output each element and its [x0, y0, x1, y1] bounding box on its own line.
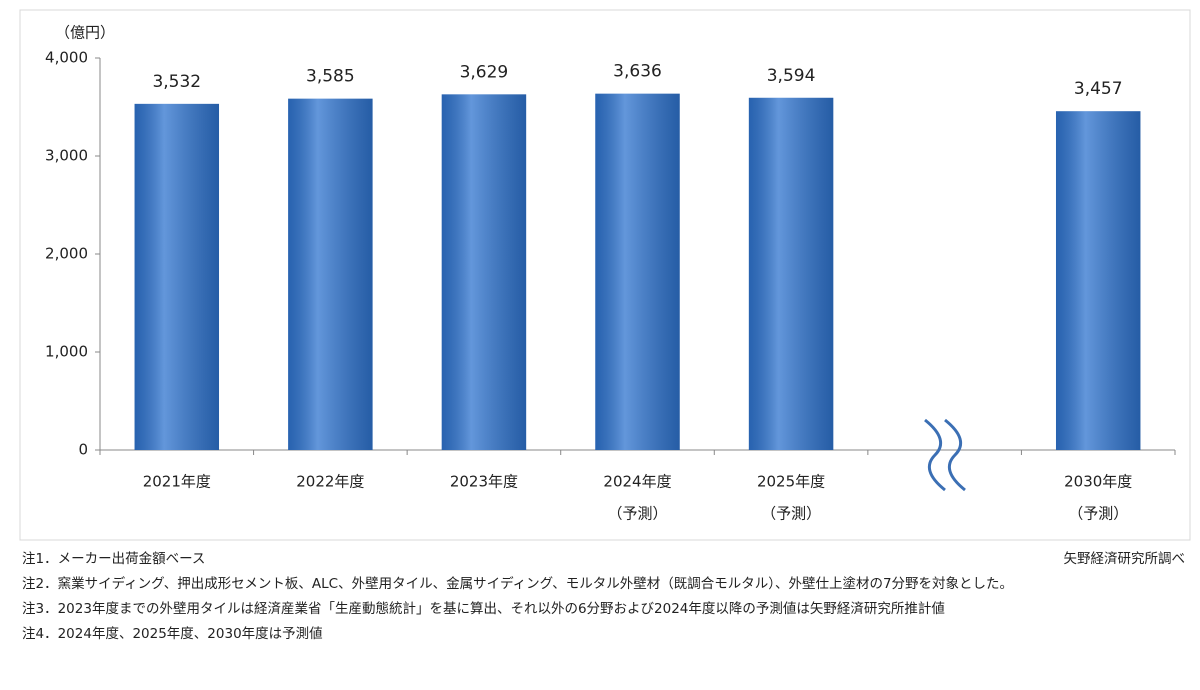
bar-shine [595, 93, 680, 450]
footnote: 注1．メーカー出荷金額ベース [22, 551, 205, 567]
y-axis-label: （億円） [55, 24, 115, 42]
value-label: 3,629 [460, 62, 509, 82]
footnote: 注3．2023年度までの外壁用タイルは経済産業省「生産動態統計」を基に算出、それ… [22, 600, 945, 617]
source: 矢野経済研究所調べ [1064, 551, 1186, 567]
value-label: 3,532 [152, 72, 201, 92]
value-label: 3,636 [613, 62, 662, 82]
value-label: 3,585 [306, 67, 355, 87]
y-tick-label: 2,000 [45, 245, 88, 263]
y-tick-label: 3,000 [45, 147, 88, 165]
x-tick-label: 2030年度 [1064, 473, 1132, 491]
y-tick-label: 4,000 [45, 49, 88, 67]
x-tick-note: （予測） [607, 505, 667, 523]
x-tick-label: 2023年度 [450, 473, 518, 491]
footnote: 注4．2024年度、2025年度、2030年度は予測値 [22, 626, 323, 642]
bar-shine [1055, 111, 1141, 451]
x-tick-note: （予測） [1068, 505, 1128, 523]
value-label: 3,594 [767, 66, 816, 86]
bar-shine [748, 97, 834, 451]
axis-break [924, 418, 966, 492]
bar-shine [288, 98, 373, 451]
chart-frame [19, 9, 1191, 541]
bar-shine [134, 103, 220, 450]
value-label: 3,457 [1074, 79, 1123, 99]
x-tick-note: （予測） [761, 505, 821, 523]
y-tick-label: 1,000 [45, 343, 88, 361]
x-tick-label: 2024年度 [603, 473, 671, 491]
y-tick-label: 0 [78, 441, 88, 459]
x-tick-label: 2025年度 [757, 473, 825, 491]
bar-shine [441, 94, 527, 450]
footnote: 注2．窯業サイディング、押出成形セメント板、ALC、外壁用タイル、金属サイディン… [22, 575, 1013, 592]
x-tick-label: 2021年度 [143, 473, 211, 491]
x-tick-label: 2022年度 [296, 473, 364, 491]
